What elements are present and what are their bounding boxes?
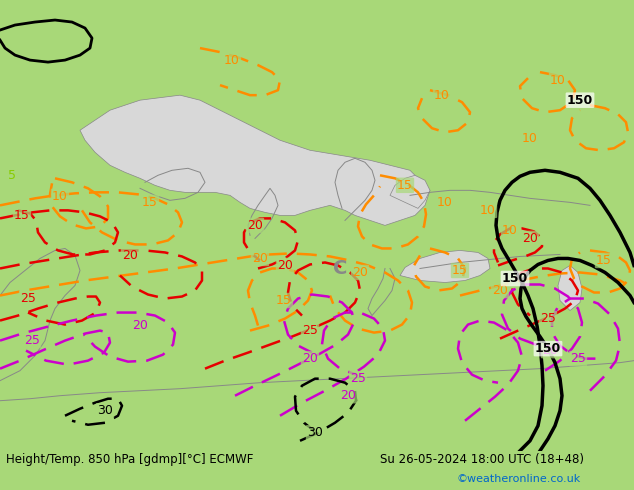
Text: 15: 15 <box>142 196 158 209</box>
Polygon shape <box>558 266 582 311</box>
Text: 150: 150 <box>567 94 593 107</box>
Text: 150: 150 <box>502 272 528 285</box>
Polygon shape <box>400 250 490 283</box>
Text: Height/Temp. 850 hPa [gdmp][°C] ECMWF: Height/Temp. 850 hPa [gdmp][°C] ECMWF <box>6 452 254 466</box>
Text: 20: 20 <box>340 389 356 402</box>
Text: 10: 10 <box>437 196 453 209</box>
Text: 15: 15 <box>452 264 468 277</box>
Text: 25: 25 <box>570 352 586 365</box>
Text: 10: 10 <box>224 53 240 67</box>
Text: 5: 5 <box>8 169 16 182</box>
Text: 15: 15 <box>14 209 30 222</box>
Text: ©weatheronline.co.uk: ©weatheronline.co.uk <box>456 474 581 484</box>
Text: Su 26-05-2024 18:00 UTC (18+48): Su 26-05-2024 18:00 UTC (18+48) <box>380 452 585 466</box>
Text: 10: 10 <box>522 132 538 145</box>
Text: 10: 10 <box>52 190 68 203</box>
Text: 25: 25 <box>540 312 556 325</box>
Text: 30: 30 <box>97 404 113 417</box>
Text: 20: 20 <box>122 249 138 262</box>
Text: 30: 30 <box>307 426 323 439</box>
Text: 20: 20 <box>132 319 148 332</box>
Text: 20: 20 <box>252 252 268 265</box>
Polygon shape <box>390 175 430 208</box>
Polygon shape <box>80 95 430 225</box>
Text: 20: 20 <box>492 284 508 297</box>
Text: 150: 150 <box>535 342 561 355</box>
Text: 25: 25 <box>20 292 36 305</box>
Text: 20: 20 <box>247 219 263 232</box>
Text: 25: 25 <box>24 334 40 347</box>
Text: 15: 15 <box>276 294 292 307</box>
Text: 20: 20 <box>302 352 318 365</box>
Text: 20: 20 <box>277 259 293 272</box>
Text: 10: 10 <box>502 224 518 237</box>
Text: 15: 15 <box>397 179 413 192</box>
Text: 25: 25 <box>350 372 366 385</box>
Text: 15: 15 <box>596 254 612 267</box>
Text: 10: 10 <box>550 74 566 87</box>
Text: 20: 20 <box>522 232 538 245</box>
Text: 20: 20 <box>542 344 558 357</box>
Text: 10: 10 <box>434 89 450 101</box>
Text: 20: 20 <box>352 266 368 279</box>
Text: 10: 10 <box>480 204 496 217</box>
Text: C: C <box>333 259 347 278</box>
Text: 25: 25 <box>302 324 318 337</box>
